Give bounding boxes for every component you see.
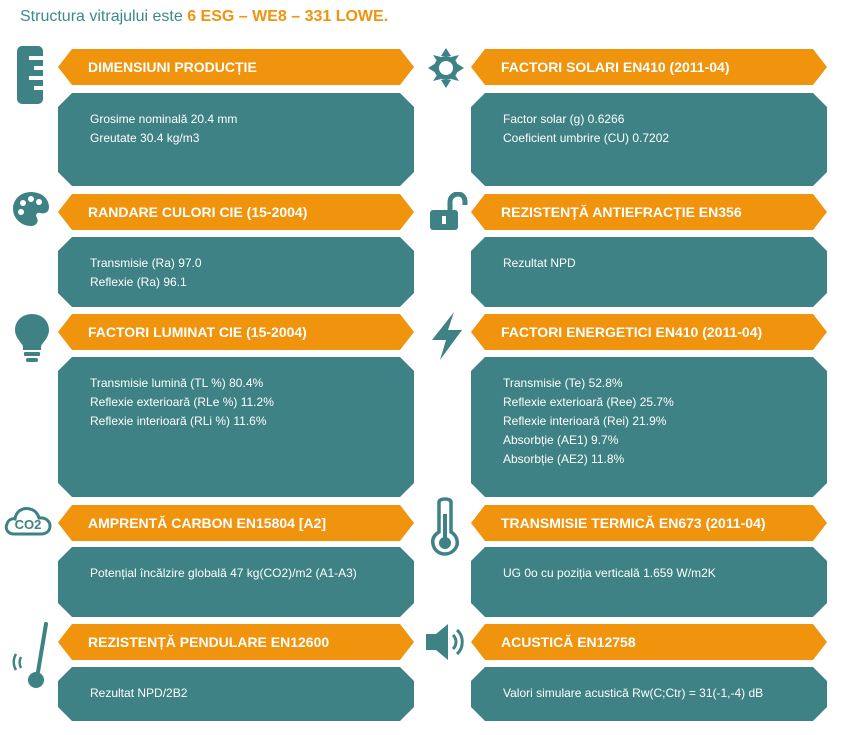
- title-highlight: 6 ESG – WE8 – 331 LOWE.: [187, 8, 389, 25]
- section-body-energetici: Transmisie (Te) 52.8% Reflexie exterioar…: [471, 357, 827, 497]
- detail-line: Absorbție (AE1) 9.7%: [503, 433, 619, 447]
- detail-line: Rezultat NPD: [503, 256, 576, 270]
- speaker-icon: [424, 620, 470, 664]
- section-header-energetici: FACTORI ENERGETICI EN410 (2011-04): [471, 314, 827, 350]
- section-body-culori: Transmisie (Ra) 97.0 Reflexie (Ra) 96.1: [58, 237, 414, 307]
- detail-line: Reflexie exterioară (Ree) 25.7%: [503, 395, 674, 409]
- detail-line: Reflexie (Ra) 96.1: [90, 275, 187, 289]
- detail-line: UG 0o cu poziția verticală 1.659 W/m2K: [503, 566, 716, 580]
- detail-line: Transmisie (Te) 52.8%: [503, 376, 623, 390]
- section-body-luminat: Transmisie lumină (TL %) 80.4% Reflexie …: [58, 357, 414, 497]
- section-body-carbon: Potențial încălzire globală 47 kg(CO2)/m…: [58, 547, 414, 617]
- title-prefix: Structura vitrajului este: [20, 8, 188, 25]
- section-header-culori: RANDARE CULORI CIE (15-2004): [58, 194, 414, 230]
- lightbulb-icon: [14, 312, 54, 364]
- section-header-dimensiuni: DIMENSIUNI PRODUCȚIE: [58, 49, 414, 85]
- detail-line: Coeficient umbrire (CU) 0.7202: [503, 131, 670, 145]
- section-body-acustica: Valori simulare acustică Rw(C;Ctr) = 31(…: [471, 667, 827, 721]
- detail-line: Transmisie lumină (TL %) 80.4%: [90, 376, 264, 390]
- section-header-luminat: FACTORI LUMINAT CIE (15-2004): [58, 314, 414, 350]
- section-header-pendulare: REZISTENȚĂ PENDULARE EN12600: [58, 624, 414, 660]
- detail-line: Grosime nominală 20.4 mm: [90, 112, 238, 126]
- section-body-termica: UG 0o cu poziția verticală 1.659 W/m2K: [471, 547, 827, 617]
- section-header-antiefractie: REZISTENȚĂ ANTIEFRACȚIE EN356: [471, 194, 827, 230]
- detail-line: Reflexie exterioară (RLe %) 11.2%: [90, 395, 274, 409]
- detail-line: Valori simulare acustică Rw(C;Ctr) = 31(…: [503, 686, 764, 700]
- co2-label: CO2: [15, 517, 42, 532]
- section-header-termica: TRANSMISIE TERMICĂ EN673 (2011-04): [471, 505, 827, 541]
- section-header-carbon: AMPRENTĂ CARBON EN15804 [A2]: [58, 505, 414, 541]
- sun-icon: [426, 46, 466, 98]
- section-body-pendulare: Rezultat NPD/2B2: [58, 667, 414, 721]
- detail-line: Reflexie interioară (Rei) 21.9%: [503, 414, 667, 428]
- detail-line: Potențial încălzire globală 47 kg(CO2)/m…: [90, 566, 357, 580]
- thermometer-icon: [430, 496, 470, 556]
- detail-line: Factor solar (g) 0.6266: [503, 112, 625, 126]
- section-header-acustica: ACUSTICĂ EN12758: [471, 624, 827, 660]
- pendulum-icon: [8, 620, 54, 690]
- detail-line: Transmisie (Ra) 97.0: [90, 256, 202, 270]
- detail-line: Greutate 30.4 kg/m3: [90, 131, 200, 145]
- unlock-icon: [428, 192, 468, 244]
- section-body-dimensiuni: Grosime nominală 20.4 mm Greutate 30.4 k…: [58, 93, 414, 186]
- detail-line: Absorbție (AE2) 11.8%: [503, 452, 625, 466]
- co2-cloud-icon: CO2: [4, 504, 52, 556]
- section-body-solari: Factor solar (g) 0.6266 Coeficient umbri…: [471, 93, 827, 186]
- section-body-antiefractie: Rezultat NPD: [471, 237, 827, 307]
- ruler-icon: [14, 44, 54, 104]
- section-header-solari: FACTORI SOLARI EN410 (2011-04): [471, 49, 827, 85]
- detail-line: Reflexie interioară (RLi %) 11.6%: [90, 414, 267, 428]
- lightning-icon: [428, 310, 468, 362]
- page-title: Structura vitrajului este 6 ESG – WE8 – …: [20, 8, 388, 26]
- palette-icon: [12, 190, 52, 242]
- detail-line: Rezultat NPD/2B2: [90, 686, 188, 700]
